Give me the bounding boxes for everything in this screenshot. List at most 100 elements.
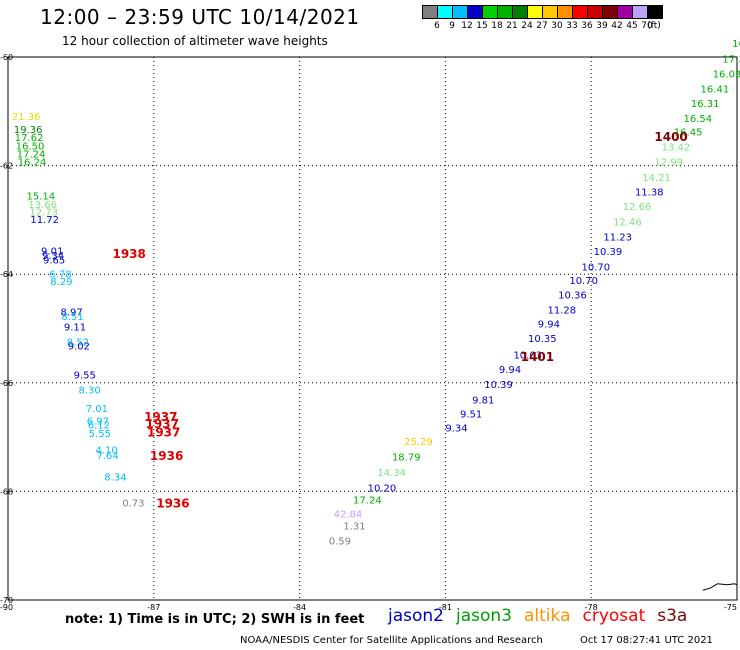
legend-entry-s3a: s3a [657, 606, 688, 626]
pass-time-label: 1401 [521, 350, 554, 364]
legend-entry-jason2: jason2 [388, 606, 444, 626]
wave-height-value: 16.41 [701, 84, 730, 95]
wave-height-value: 16.54 [684, 114, 713, 125]
wave-height-value: 6.78 [49, 269, 71, 280]
wave-height-value: 9.34 [445, 424, 467, 435]
wave-height-value: 16.42 [732, 39, 740, 50]
wave-height-value: 7.01 [86, 404, 108, 415]
wave-height-value: 12.99 [654, 158, 683, 169]
wave-height-value: 17.30 [722, 54, 740, 65]
lon-tick-label: -78 [585, 603, 598, 612]
wave-height-value: 42.84 [334, 509, 363, 520]
wave-height-value: 9.02 [68, 342, 90, 353]
color-scale-label: 27 [536, 21, 548, 31]
lat-tick-label: -68 [0, 487, 13, 496]
wave-height-value: 14.21 [642, 173, 671, 184]
wave-height-value: 9.81 [472, 395, 494, 406]
wave-height-value: 12.46 [613, 217, 642, 228]
legend-entry-jason3: jason3 [456, 606, 512, 626]
color-scale-label: 45 [626, 21, 638, 31]
wave-height-value: 10.70 [581, 262, 610, 273]
wave-height-value: 10.39 [594, 247, 623, 258]
wave-height-value: 10.36 [558, 291, 587, 302]
wave-height-value: 25.29 [404, 437, 433, 448]
wave-height-value: 12.73 [29, 208, 58, 219]
pass-time-label: 1937 [147, 426, 180, 440]
color-scale-label: 6 [434, 21, 440, 31]
wave-height-value: 11.38 [635, 187, 664, 198]
wave-height-value: 11.28 [547, 305, 576, 316]
color-scale-label: 70 [641, 21, 653, 31]
wave-height-value: 12.66 [623, 202, 652, 213]
wave-height-value: 9.01 [41, 247, 63, 258]
wave-height-value: 10.03 [513, 350, 542, 361]
wave-height-value: 14.34 [377, 468, 406, 479]
wave-height-value: 9.51 [460, 410, 482, 421]
lon-tick-label: -75 [724, 603, 737, 612]
lat-tick-label: -70 [0, 596, 13, 605]
color-scale-label: 15 [476, 21, 488, 31]
wave-height-value: 8.51 [61, 312, 83, 323]
wave-height-value: 9.65 [43, 255, 65, 266]
color-scale-unit: (ft) [647, 21, 661, 31]
wave-height-value: 16.31 [691, 99, 720, 110]
pass-time-label: 1936 [150, 449, 183, 463]
wave-height-value: 18.79 [392, 452, 421, 463]
map-grid [8, 57, 737, 600]
wave-height-value: 17.24 [353, 495, 382, 506]
wave-height-value: 10.35 [528, 334, 557, 345]
lon-tick-label: -90 [0, 603, 13, 612]
wave-height-value: 7.64 [96, 451, 118, 462]
credit-line: NOAA/NESDIS Center for Satellite Applica… [240, 635, 543, 646]
wave-height-value: 8.30 [78, 386, 100, 397]
color-scale-label: 36 [581, 21, 593, 31]
wave-height-value: 16.03 [713, 70, 740, 81]
color-scale-label: 12 [461, 21, 473, 31]
lon-tick-label: -87 [147, 603, 160, 612]
map-frame [7, 56, 738, 601]
wave-height-value: 10.20 [368, 483, 397, 494]
wave-height-value: 9.55 [74, 370, 96, 381]
wave-height-value: 8.29 [50, 277, 72, 288]
color-scale-label: 30 [551, 21, 563, 31]
wave-height-value: 8.34 [104, 473, 126, 484]
wave-height-value: 16.50 [16, 141, 45, 152]
wave-height-value: 15.14 [26, 191, 55, 202]
axis-tick-labels: -90 -87 -84 -81 -78 -75 -60 -62 -64 -66 -68 -70 [0, 53, 737, 612]
lat-tick-label: -64 [0, 270, 13, 279]
lat-tick-label: -66 [0, 379, 13, 388]
wave-height-value: 11.23 [603, 233, 632, 244]
wave-height-value: 9.34 [42, 251, 64, 262]
map-title: 12:00 – 23:59 UTC 10/14/2021 [40, 5, 360, 29]
wave-height-value: 0.59 [329, 537, 351, 548]
map-border [7, 56, 738, 601]
wave-height-value: 21.36 [12, 112, 41, 123]
coastline-path [702, 583, 738, 591]
pass-time-label: 1936 [156, 497, 189, 511]
wave-height-value: 13.66 [28, 200, 57, 211]
lon-tick-label: -81 [439, 603, 452, 612]
footer-note: note: 1) Time is in UTC; 2) SWH is in fe… [65, 612, 365, 627]
wave-height-value: 19.36 [14, 125, 43, 136]
wave-height-value: 16.24 [18, 158, 47, 169]
wave-height-value: 4.10 [95, 445, 117, 456]
wave-height-value: 5.55 [89, 429, 111, 440]
wave-height-value: 9.11 [64, 323, 86, 334]
color-scale-label: 33 [566, 21, 578, 31]
wave-height-value: 17.62 [15, 133, 44, 144]
lon-tick-label: -84 [293, 603, 306, 612]
color-scale-label: 18 [491, 21, 503, 31]
legend-entry-altika: altika [524, 606, 571, 626]
map-subtitle: 12 hour collection of altimeter wave hei… [62, 34, 328, 48]
wave-height-value: 10.39 [484, 380, 513, 391]
lat-tick-label: -60 [0, 53, 13, 62]
wave-height-value: 16.45 [674, 128, 703, 139]
pass-time-label: 1937 [146, 417, 179, 431]
pass-time-label: 1938 [112, 247, 145, 261]
generation-timestamp: Oct 17 08:27:41 UTC 2021 [580, 635, 713, 646]
color-scale-label: 42 [611, 21, 623, 31]
pass-time-label: 1400 [654, 130, 687, 144]
wave-height-value: 6.12 [88, 420, 110, 431]
